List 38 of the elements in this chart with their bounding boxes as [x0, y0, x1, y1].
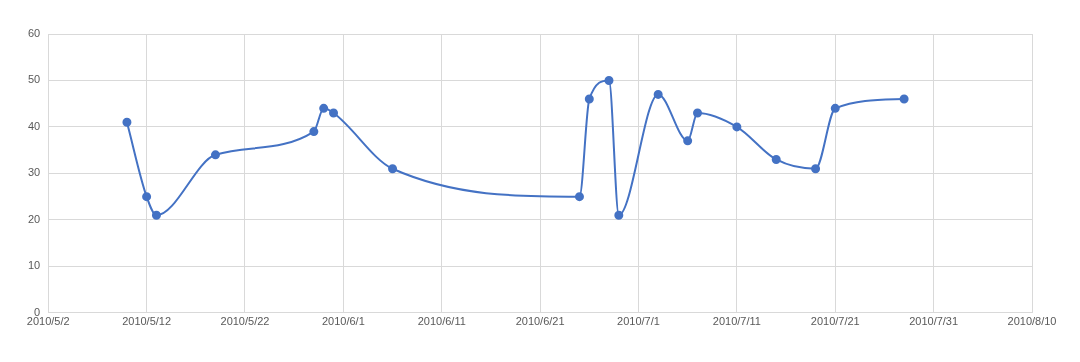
x-tick-label: 2010/6/11 — [417, 315, 466, 328]
point — [210, 150, 220, 160]
point — [604, 75, 614, 85]
point — [732, 122, 742, 132]
y-tick-label: 0 — [34, 305, 41, 318]
x-tick-label: 2010/7/1 — [617, 315, 660, 328]
point — [899, 94, 909, 104]
y-tick-label: 40 — [27, 119, 41, 132]
point — [683, 136, 693, 146]
point — [830, 103, 840, 113]
y-tick-label: 50 — [27, 73, 41, 86]
point — [653, 89, 663, 99]
point — [584, 94, 594, 104]
y-tick-label: 30 — [27, 166, 41, 179]
point — [151, 210, 161, 220]
y-tick-label: 60 — [27, 27, 41, 40]
point — [693, 108, 703, 118]
point — [319, 103, 329, 113]
x-tick-label: 2010/7/21 — [810, 315, 860, 328]
y-tick-label: 10 — [27, 259, 41, 272]
point — [142, 192, 152, 202]
point — [309, 127, 319, 137]
x-tick-label: 2010/7/31 — [909, 315, 959, 328]
point — [329, 108, 339, 118]
x-tick-label: 2010/6/1 — [321, 315, 365, 328]
x-tick-label: 2010/8/10 — [1007, 315, 1057, 328]
point — [574, 192, 584, 202]
x-tick-label: 2010/5/12 — [122, 315, 172, 328]
point — [614, 210, 624, 220]
point — [771, 154, 781, 164]
point — [811, 164, 821, 174]
x-tick-label: 2010/5/22 — [220, 315, 270, 328]
point — [388, 164, 398, 174]
x-tick-label: 2010/5/2 — [26, 315, 70, 328]
y-tick-label: 20 — [27, 212, 41, 225]
x-tick-label: 2010/7/11 — [712, 315, 761, 328]
x-tick-label: 2010/6/21 — [515, 315, 565, 328]
point — [122, 117, 132, 127]
